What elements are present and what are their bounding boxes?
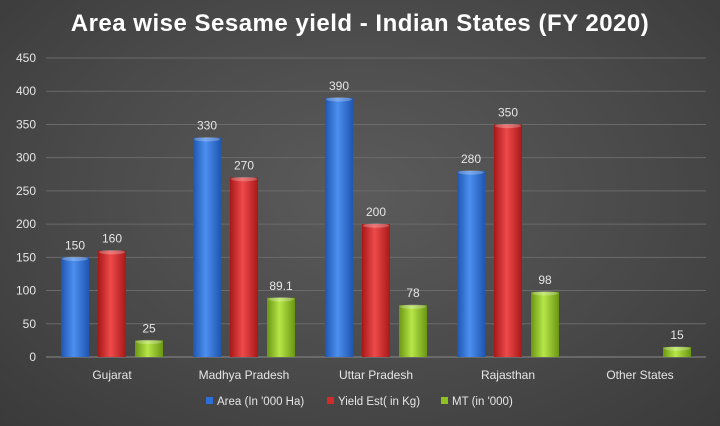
bar-highlight	[268, 297, 294, 302]
bar-highlight	[363, 223, 389, 228]
bar-highlight	[231, 176, 257, 182]
y-tick-label: 50	[23, 317, 37, 331]
x-tick-label: Other States	[606, 368, 673, 382]
legend-swatch	[206, 397, 213, 404]
data-label: 270	[234, 159, 254, 173]
y-tick-label: 350	[16, 117, 36, 131]
bar	[531, 291, 559, 357]
y-tick-label: 300	[16, 151, 36, 165]
legend-label: Area (In '000 Ha)	[217, 396, 304, 408]
x-tick-label: Madhya Pradesh	[199, 368, 290, 382]
legend-label: MT (in '000)	[452, 396, 513, 408]
bar	[98, 250, 126, 357]
y-tick-label: 250	[16, 184, 36, 198]
data-label: 280	[461, 152, 481, 166]
x-tick-label: Rajasthan	[481, 368, 535, 382]
bar-highlight	[532, 291, 558, 296]
bar-highlight	[136, 339, 162, 345]
bar	[193, 137, 221, 357]
bar-highlight	[458, 170, 484, 175]
data-label: 330	[197, 119, 217, 133]
bar-highlight	[194, 137, 220, 142]
x-tick-label: Gujarat	[92, 368, 132, 382]
data-label: 350	[498, 105, 518, 119]
bar	[663, 347, 691, 357]
bar-highlight	[99, 249, 125, 255]
bar	[135, 340, 163, 357]
y-tick-label: 400	[16, 84, 36, 98]
bar-highlight	[664, 346, 690, 351]
bar-highlight	[495, 123, 521, 129]
data-label: 78	[406, 286, 420, 300]
data-label: 390	[329, 79, 349, 93]
data-label: 25	[142, 321, 156, 335]
bar-highlight	[326, 97, 352, 102]
y-tick-label: 200	[16, 217, 36, 231]
bar	[494, 124, 522, 357]
legend-label: Yield Est( in Kg)	[338, 396, 420, 408]
data-label: 15	[670, 328, 684, 342]
x-tick-label: Uttar Pradesh	[339, 368, 413, 382]
bar	[230, 177, 258, 357]
y-tick-label: 450	[16, 51, 36, 65]
data-label: 160	[102, 232, 122, 246]
data-label: 98	[538, 273, 552, 287]
chart-title: Area wise Sesame yield - Indian States (…	[70, 10, 650, 37]
data-label: 89.1	[269, 279, 293, 293]
data-label: 150	[65, 238, 85, 252]
bar	[325, 97, 353, 357]
bar-highlight	[400, 304, 426, 309]
legend-swatch	[441, 397, 448, 404]
y-tick-label: 100	[16, 284, 36, 298]
legend-swatch	[327, 397, 334, 404]
y-tick-label: 0	[29, 350, 36, 364]
y-tick-label: 150	[16, 250, 36, 264]
bar-highlight	[62, 256, 88, 262]
bar	[399, 305, 427, 357]
data-label: 200	[366, 205, 386, 219]
bar	[457, 170, 485, 357]
bar	[61, 257, 89, 357]
bar	[267, 297, 295, 357]
bar	[362, 224, 390, 357]
